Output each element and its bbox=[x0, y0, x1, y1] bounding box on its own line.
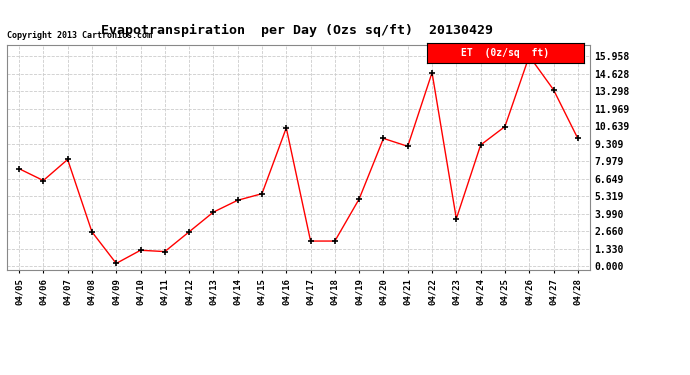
Text: Copyright 2013 Cartronics.com: Copyright 2013 Cartronics.com bbox=[7, 32, 152, 40]
Text: Evapotranspiration  per Day (Ozs sq/ft)  20130429: Evapotranspiration per Day (Ozs sq/ft) 2… bbox=[101, 24, 493, 38]
